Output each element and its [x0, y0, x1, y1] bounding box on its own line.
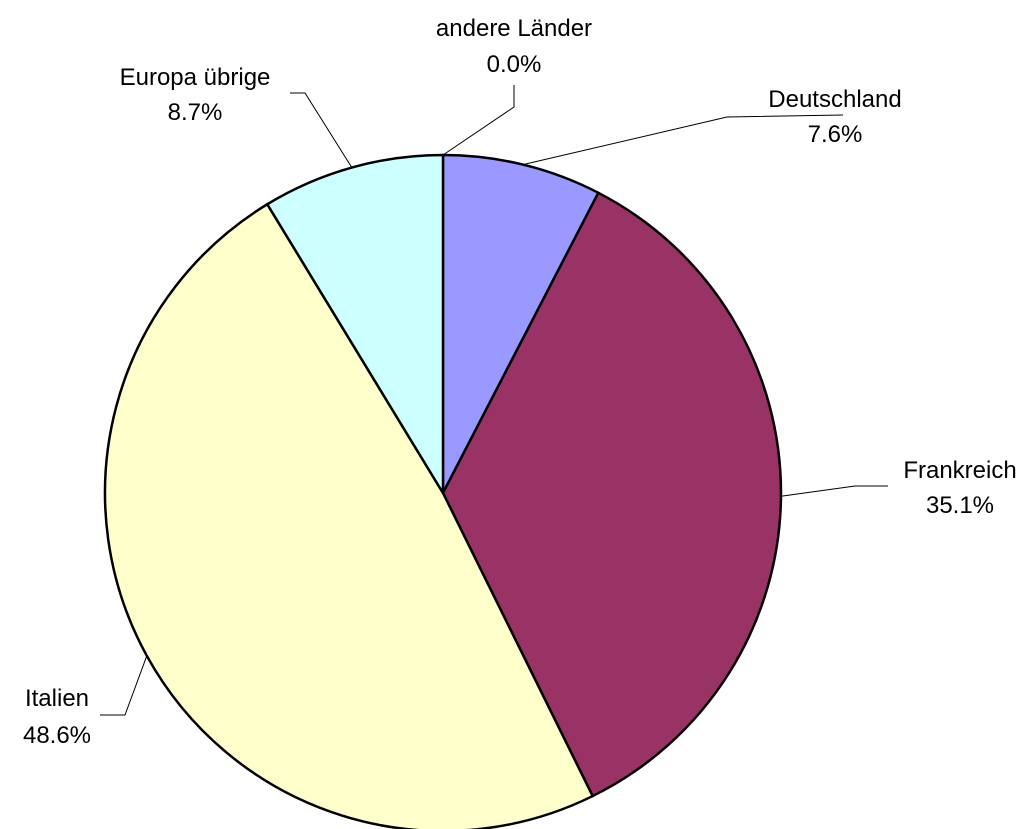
- slice-percent-frankreich: 35.1%: [926, 492, 994, 519]
- slice-labels: Deutschland 7.6% Frankreich 35.1% Italien 48.…: [23, 15, 1017, 749]
- leader-line-frankreich: [780, 485, 888, 497]
- slice-percent-italien: 48.6%: [23, 722, 91, 749]
- leader-lines: [100, 85, 888, 716]
- leader-line-deutschland: [522, 114, 844, 166]
- slice-percent-andere-länder: 0.0%: [487, 51, 542, 78]
- pie-slices: [103, 153, 783, 829]
- leader-line-andere-länder: [442, 85, 515, 156]
- leader-line-europa-übrige: [290, 92, 353, 168]
- slice-label-italien: Italien: [25, 685, 89, 712]
- slice-percent-deutschland: 7.6%: [808, 121, 863, 148]
- pie-slice-frankreich: [441, 191, 783, 798]
- pie-slice-europa-übrige: [265, 153, 445, 498]
- slice-label-frankreich: Frankreich: [903, 457, 1016, 484]
- slice-label-deutschland: Deutschland: [768, 86, 901, 113]
- leader-line-italien: [100, 655, 148, 716]
- slice-label-andere-länder: andere Länder: [436, 15, 592, 42]
- slice-percent-europa-übrige: 8.7%: [168, 99, 223, 126]
- slice-label-europa-übrige: Europa übrige: [120, 64, 271, 91]
